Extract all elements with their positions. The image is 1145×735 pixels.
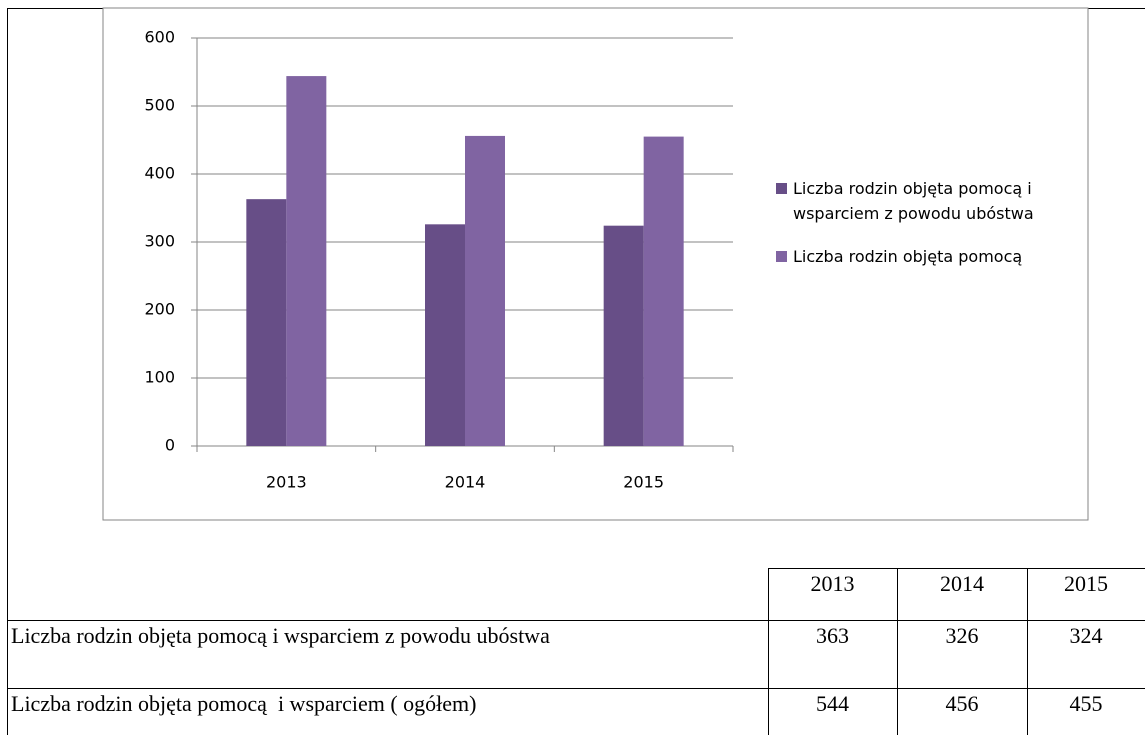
legend-label: Liczba rodzin objęta pomocą	[793, 247, 1023, 266]
bar	[286, 76, 327, 446]
legend-swatch	[776, 183, 787, 194]
header-row: 2013 2014 2015	[7, 568, 1145, 621]
y-tick-label: 400	[144, 164, 175, 183]
empty-cell	[7, 569, 768, 621]
x-tick-label: 2013	[266, 473, 307, 492]
header-cell: 2015	[1026, 568, 1145, 621]
legend-item: Liczba rodzin objęta pomocą	[776, 244, 1046, 269]
bar	[643, 136, 684, 446]
y-tick-label: 300	[144, 232, 175, 251]
legend-swatch	[776, 251, 787, 262]
cell: 363	[767, 620, 898, 689]
data-table: 2013 2014 2015 Liczba rodzin objęta pomo…	[7, 568, 1145, 735]
y-tick-label: 100	[144, 368, 175, 387]
row-label: Liczba rodzin objęta pomocą i wsparciem …	[7, 688, 768, 735]
y-tick-label: 600	[144, 28, 175, 47]
row-label: Liczba rodzin objęta pomocą i wsparciem …	[7, 620, 768, 689]
row: Liczba rodzin objęta pomocą i wsparciem …	[7, 688, 1145, 735]
y-tick-label: 0	[165, 436, 175, 455]
legend-label: Liczba rodzin objęta pomocą i wsparciem …	[793, 179, 1034, 223]
header-cell: 2013	[767, 568, 898, 621]
legend-item: Liczba rodzin objęta pomocą i wsparciem …	[776, 176, 1046, 226]
cell: 326	[896, 620, 1028, 689]
chart: 0 100 200 300 400 500 600 2013 2014 2015	[102, 7, 1089, 521]
x-tick-label: 2015	[623, 473, 664, 492]
x-tick-label: 2014	[445, 473, 486, 492]
row: Liczba rodzin objęta pomocą i wsparciem …	[7, 620, 1145, 689]
bar	[603, 225, 644, 446]
bar	[246, 199, 287, 446]
cell: 324	[1026, 620, 1145, 689]
y-tick-label: 200	[144, 300, 175, 319]
header-cell: 2014	[896, 568, 1028, 621]
legend: Liczba rodzin objęta pomocą i wsparciem …	[776, 176, 1046, 287]
y-tick-label: 500	[144, 96, 175, 115]
cell: 455	[1026, 688, 1145, 735]
bar	[425, 224, 465, 446]
bar	[465, 135, 505, 447]
cell: 544	[767, 688, 898, 735]
cell: 456	[896, 688, 1028, 735]
